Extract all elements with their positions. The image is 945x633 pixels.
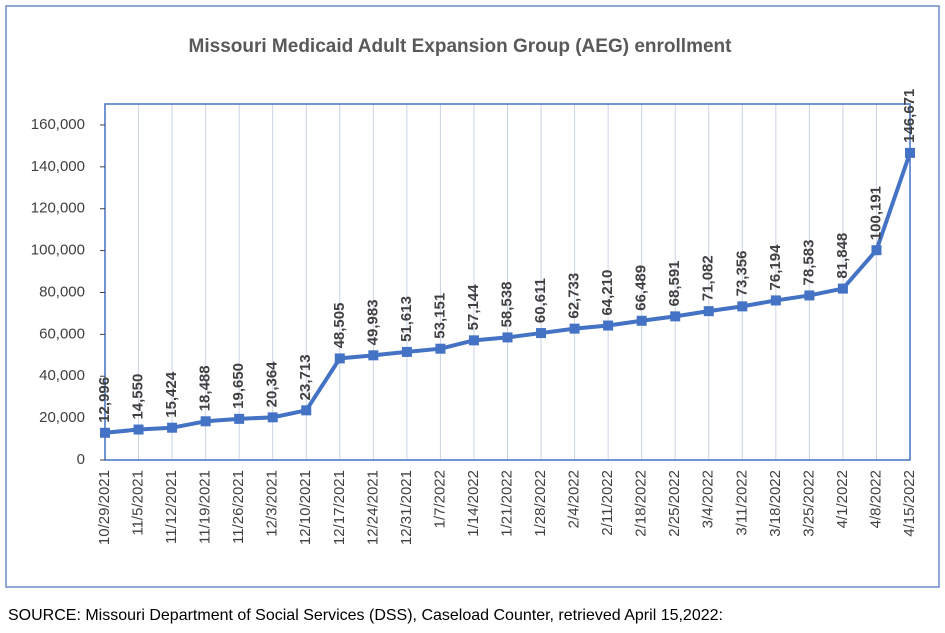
data-point — [603, 320, 614, 331]
value-label: 12,996 — [96, 377, 113, 423]
data-point — [905, 147, 915, 158]
y-tick-label: 60,000 — [39, 325, 85, 342]
value-label: 14,550 — [130, 374, 147, 420]
x-tick-label: 3/4/2022 — [700, 470, 717, 528]
x-tick-label: 12/24/2021 — [364, 470, 381, 545]
value-label: 71,082 — [700, 255, 717, 301]
data-point — [871, 245, 882, 256]
data-point — [368, 350, 379, 361]
x-tick-label: 3/11/2022 — [733, 470, 750, 536]
data-point — [502, 332, 513, 343]
value-label: 73,356 — [733, 250, 750, 296]
value-label: 68,591 — [666, 260, 683, 306]
data-point — [100, 427, 110, 438]
x-tick-label: 4/1/2022 — [834, 470, 851, 528]
data-point — [770, 295, 781, 306]
value-label: 58,538 — [498, 282, 515, 328]
value-label: 18,488 — [197, 365, 214, 411]
data-point — [401, 346, 412, 357]
data-point — [234, 413, 245, 424]
x-tick-label: 1/28/2022 — [532, 470, 549, 537]
data-point — [737, 301, 748, 312]
y-tick-label: 0 — [77, 451, 85, 468]
y-tick-label: 120,000 — [31, 200, 85, 217]
value-label: 64,210 — [599, 270, 616, 316]
data-point — [200, 416, 211, 427]
y-tick-label: 20,000 — [39, 409, 85, 426]
value-label: 48,505 — [331, 303, 348, 349]
data-point — [301, 405, 312, 416]
data-point — [267, 412, 278, 423]
x-tick-label: 2/11/2022 — [599, 470, 616, 536]
value-label: 53,151 — [431, 293, 448, 339]
x-tick-label: 11/5/2021 — [130, 470, 147, 536]
data-point — [536, 328, 547, 339]
data-point — [133, 424, 144, 435]
value-label: 23,713 — [297, 354, 314, 400]
data-point — [569, 323, 580, 334]
value-label: 60,611 — [532, 278, 549, 323]
x-tick-label: 12/3/2021 — [264, 470, 281, 537]
x-tick-label: 12/10/2021 — [297, 470, 314, 545]
y-tick-label: 40,000 — [39, 367, 85, 384]
x-tick-label: 4/15/2022 — [901, 470, 918, 537]
x-tick-label: 1/21/2022 — [498, 470, 515, 537]
y-tick-label: 140,000 — [31, 158, 85, 175]
data-point — [837, 283, 848, 294]
x-tick-label: 11/12/2021 — [163, 470, 180, 544]
x-tick-label: 11/26/2021 — [230, 470, 247, 544]
y-tick-label: 160,000 — [31, 116, 85, 133]
value-label: 51,613 — [398, 296, 415, 342]
data-point — [167, 422, 178, 433]
x-tick-label: 3/25/2022 — [800, 470, 817, 537]
data-point — [468, 335, 479, 346]
data-point — [435, 343, 446, 354]
value-label: 20,364 — [264, 361, 281, 408]
source-note: SOURCE: Missouri Department of Social Se… — [8, 607, 723, 624]
y-tick-label: 100,000 — [31, 242, 85, 259]
x-tick-label: 1/14/2022 — [465, 470, 482, 537]
chart-frame — [5, 5, 940, 588]
chart-title: Missouri Medicaid Adult Expansion Group … — [189, 36, 733, 57]
data-point — [670, 311, 681, 322]
x-tick-label: 1/7/2022 — [431, 470, 448, 528]
x-tick-label: 10/29/2021 — [96, 470, 113, 545]
value-label: 146,671 — [901, 89, 918, 143]
value-label: 49,983 — [364, 299, 381, 345]
value-label: 66,489 — [633, 265, 650, 311]
value-label: 15,424 — [163, 371, 180, 418]
x-tick-label: 12/31/2021 — [398, 470, 415, 545]
x-tick-label: 2/18/2022 — [633, 470, 650, 537]
value-label: 81,848 — [834, 233, 851, 279]
x-tick-label: 11/19/2021 — [197, 470, 214, 544]
value-label: 62,733 — [566, 273, 583, 319]
x-tick-label: 2/25/2022 — [666, 470, 683, 537]
x-tick-label: 12/17/2021 — [331, 470, 348, 545]
value-label: 57,144 — [465, 284, 482, 331]
plot-frame — [104, 103, 911, 461]
y-tick-label: 80,000 — [39, 283, 85, 300]
value-label: 100,191 — [867, 186, 884, 240]
value-label: 78,583 — [800, 240, 817, 286]
data-point — [636, 315, 647, 326]
data-point — [804, 290, 815, 301]
data-point — [703, 306, 714, 317]
x-tick-label: 2/4/2022 — [566, 470, 583, 528]
value-label: 76,194 — [767, 244, 784, 291]
x-tick-label: 4/8/2022 — [867, 470, 884, 528]
x-tick-label: 3/18/2022 — [767, 470, 784, 537]
value-label: 19,650 — [230, 363, 247, 409]
data-point — [334, 353, 345, 364]
